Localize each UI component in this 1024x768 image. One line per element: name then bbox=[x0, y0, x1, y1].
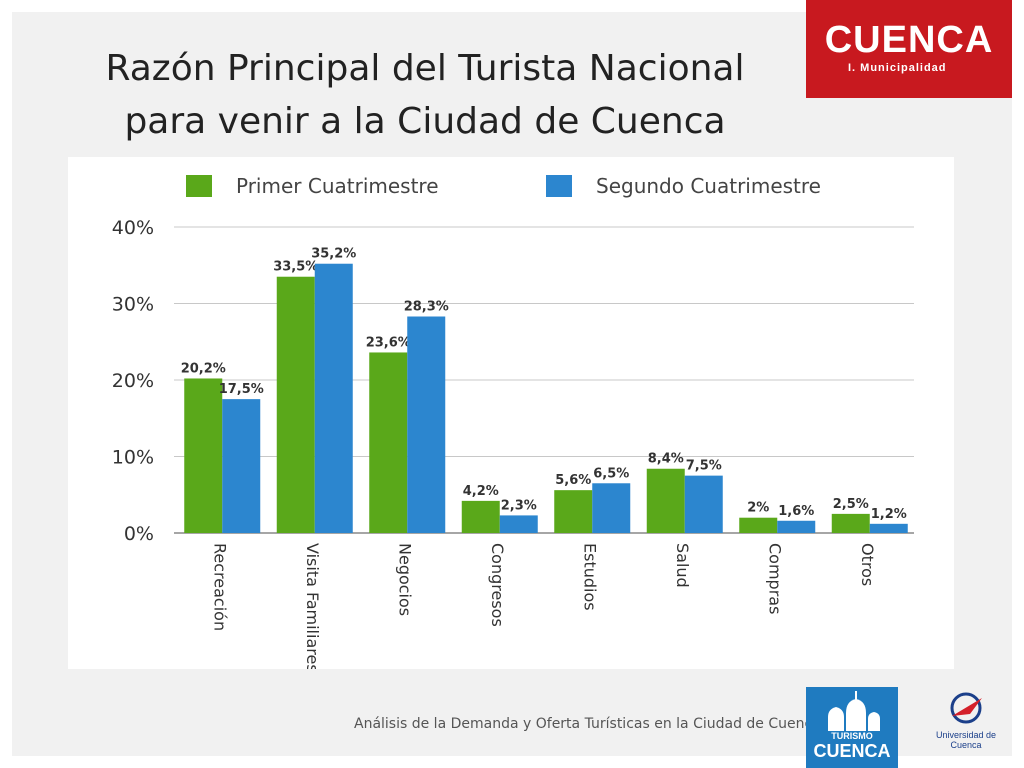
data-label: 1,2% bbox=[871, 507, 907, 522]
x-category-label: Recreación bbox=[210, 543, 229, 631]
data-label: 17,5% bbox=[219, 382, 264, 397]
x-category-label: Otros bbox=[858, 543, 877, 586]
data-label: 2,3% bbox=[501, 498, 537, 513]
data-label: 23,6% bbox=[366, 335, 411, 350]
footer-caption: Análisis de la Demanda y Oferta Turístic… bbox=[354, 716, 821, 732]
y-tick-label: 10% bbox=[112, 447, 154, 469]
chart-panel: Primer Cuatrimestre Segundo Cuatrimestre 0… bbox=[68, 157, 954, 669]
title-line-2: para venir a la Ciudad de Cuenca bbox=[124, 101, 726, 142]
data-label: 20,2% bbox=[181, 361, 226, 376]
turismo-logo-word: CUENCA bbox=[813, 741, 891, 761]
universidad-de-cuenca-logo: Universidad de Cuenca bbox=[920, 690, 1012, 750]
cuenca-logo-subtitle: I. Municipalidad bbox=[848, 62, 947, 74]
cuenca-municipalidad-logo: CUENCA I. Municipalidad bbox=[806, 0, 1012, 98]
cuenca-logo-word: CUENCA bbox=[824, 19, 994, 61]
legend-label-2: Segundo Cuatrimestre bbox=[596, 174, 821, 198]
bar-primer bbox=[461, 500, 500, 533]
bar-segundo bbox=[592, 483, 631, 533]
bar-segundo bbox=[222, 399, 261, 533]
bar-segundo bbox=[314, 263, 353, 533]
x-category-label: Negocios bbox=[395, 543, 414, 616]
legend-swatch-2 bbox=[546, 175, 572, 197]
turismo-logo-small-text: TURISMO bbox=[831, 731, 873, 741]
data-label: 2,5% bbox=[833, 497, 869, 512]
legend-label-1: Primer Cuatrimestre bbox=[236, 174, 439, 198]
bar-primer bbox=[739, 517, 778, 533]
data-label: 2% bbox=[747, 501, 769, 516]
data-label: 5,6% bbox=[555, 473, 591, 488]
bar-primer bbox=[369, 352, 408, 533]
bar-segundo bbox=[499, 515, 538, 533]
bar-segundo bbox=[407, 316, 446, 533]
data-label: 4,2% bbox=[463, 484, 499, 499]
data-label: 6,5% bbox=[593, 466, 629, 481]
bar-segundo bbox=[869, 523, 908, 533]
slide-title: Razón Principal del Turista Nacional par… bbox=[40, 42, 810, 148]
x-category-label: Compras bbox=[765, 543, 784, 614]
y-tick-label: 30% bbox=[112, 294, 154, 316]
bar-segundo bbox=[777, 520, 816, 533]
x-category-label: Salud bbox=[673, 543, 692, 588]
data-label: 8,4% bbox=[648, 452, 684, 467]
data-label: 1,6% bbox=[778, 504, 814, 519]
x-category-label: Estudios bbox=[580, 543, 599, 611]
bar-primer bbox=[276, 276, 315, 533]
x-category-label: Visita Familiares bbox=[303, 543, 322, 669]
data-label: 7,5% bbox=[686, 459, 722, 474]
y-tick-label: 40% bbox=[112, 217, 154, 239]
universidad-label: Universidad de Cuenca bbox=[935, 730, 997, 750]
y-tick-label: 0% bbox=[124, 523, 154, 545]
data-label: 35,2% bbox=[311, 247, 356, 262]
bar-segundo bbox=[684, 475, 723, 533]
turismo-cuenca-logo: TURISMO CUENCA bbox=[806, 687, 898, 768]
data-label: 28,3% bbox=[404, 300, 449, 315]
title-line-1: Razón Principal del Turista Nacional bbox=[105, 48, 745, 89]
church-domes-icon bbox=[828, 691, 880, 731]
university-emblem-icon bbox=[950, 692, 982, 724]
bar-primer bbox=[831, 513, 870, 533]
bar-chart: Primer Cuatrimestre Segundo Cuatrimestre 0… bbox=[112, 174, 914, 669]
bar-primer bbox=[184, 378, 223, 533]
y-tick-label: 20% bbox=[112, 370, 154, 392]
data-label: 33,5% bbox=[273, 260, 318, 275]
bar-primer bbox=[554, 490, 593, 533]
legend-swatch-1 bbox=[186, 175, 212, 197]
x-category-label: Congresos bbox=[488, 543, 507, 627]
bar-primer bbox=[646, 468, 685, 533]
